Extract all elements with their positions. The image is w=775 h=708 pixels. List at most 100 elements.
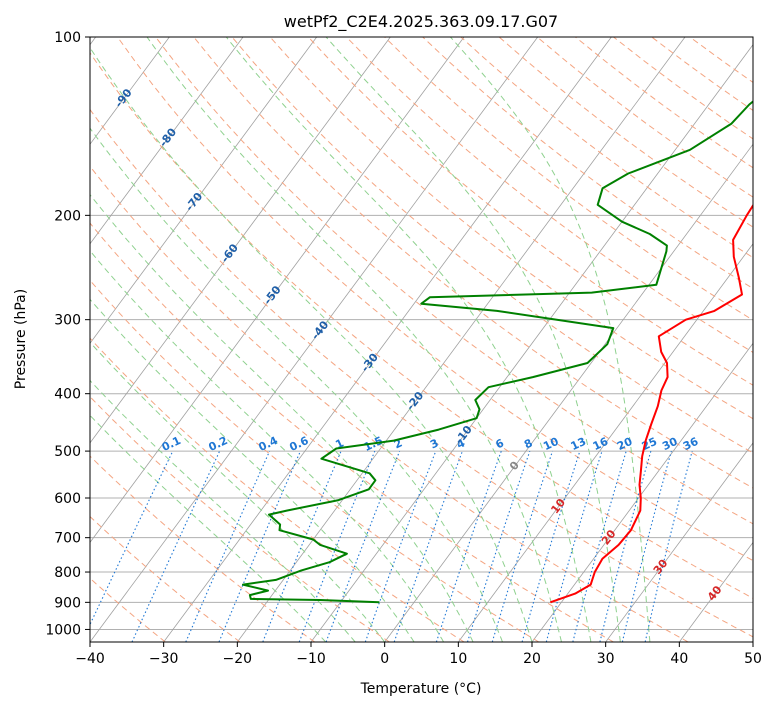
dry-adiabat-line bbox=[90, 515, 241, 642]
isotherm-line bbox=[458, 243, 753, 642]
x-tick-label: −40 bbox=[75, 651, 105, 667]
y-tick-label: 200 bbox=[54, 208, 81, 224]
y-axis-label: Pressure (hPa) bbox=[13, 289, 29, 389]
dry-adiabat-line bbox=[384, 37, 753, 321]
isotherm-label: -20 bbox=[404, 389, 427, 413]
isotherm-label: -60 bbox=[218, 241, 241, 265]
moist-adiabat-line bbox=[90, 414, 327, 642]
dry-adiabat-line bbox=[651, 37, 753, 112]
isotherm-line bbox=[310, 44, 753, 642]
chart-title: wetPf2_C2E4.2025.363.09.17.G07 bbox=[284, 12, 558, 32]
mixing-ratio-line bbox=[218, 450, 302, 642]
y-tick-label: 500 bbox=[54, 444, 81, 460]
mixing-ratio-line bbox=[185, 450, 271, 642]
isotherm-line bbox=[90, 37, 391, 444]
moist-adiabat-line bbox=[146, 37, 562, 642]
dry-adiabat-line bbox=[90, 222, 614, 642]
x-tick-label: −30 bbox=[149, 651, 179, 667]
dry-adiabat-line bbox=[90, 279, 540, 642]
isotherm-label: 20 bbox=[599, 527, 619, 547]
x-tick-label: 40 bbox=[670, 651, 688, 667]
plot-area: 0.1 0.2 0.4 0.6 1 1.5 2 3 4 6 8 10 13 16 20 25 30 36-100-… bbox=[90, 37, 753, 642]
isotherm-label: -30 bbox=[359, 351, 382, 375]
isotherm-line bbox=[90, 37, 465, 544]
dry-adiabat-line bbox=[536, 37, 753, 198]
isotherm-label: 0 bbox=[507, 458, 522, 472]
mixing-ratio-line bbox=[644, 450, 693, 642]
mixing-ratio-line bbox=[521, 450, 581, 642]
y-tick-label: 700 bbox=[54, 531, 81, 547]
mixing-ratio-line bbox=[131, 450, 221, 642]
isotherm-label: 30 bbox=[651, 557, 671, 577]
background-lines bbox=[90, 37, 753, 642]
x-tick-label: 0 bbox=[380, 651, 389, 667]
moist-adiabat-line bbox=[90, 250, 445, 642]
isotherm-label: 40 bbox=[705, 583, 725, 603]
y-axis-ticks: 100 200 300 400 500 600 700 800 900 1000 bbox=[45, 30, 90, 638]
x-tick-label: 30 bbox=[597, 651, 615, 667]
y-tick-label: 600 bbox=[54, 491, 81, 507]
dry-adiabat-line bbox=[117, 37, 753, 562]
mixing-ratio-line bbox=[466, 450, 531, 642]
mixing-ratio-line bbox=[298, 450, 376, 642]
x-tick-label: −10 bbox=[296, 651, 326, 667]
isotherm-line bbox=[163, 37, 612, 642]
dry-adiabat-line bbox=[90, 51, 753, 599]
mixing-ratio-line bbox=[435, 450, 502, 642]
x-tick-label: 50 bbox=[744, 651, 762, 667]
dry-adiabat-line bbox=[90, 165, 689, 642]
mixing-ratio-line bbox=[621, 450, 672, 642]
mixing-ratio-label: 36 bbox=[681, 435, 701, 453]
mixing-ratio-line bbox=[491, 450, 554, 642]
dewpoint-profile-line bbox=[242, 100, 753, 604]
x-axis-label: Temperature (°C) bbox=[360, 681, 482, 697]
moist-adiabat-line bbox=[90, 193, 474, 642]
plot-frame bbox=[89, 36, 754, 643]
y-tick-label: 800 bbox=[54, 565, 81, 581]
dry-adiabat-line bbox=[193, 37, 753, 489]
mixing-ratio-label: 3 bbox=[428, 436, 440, 451]
isotherm-line bbox=[237, 37, 686, 642]
isotherm-line bbox=[752, 641, 753, 642]
y-tick-label: 900 bbox=[54, 595, 81, 611]
dry-adiabat-line bbox=[231, 37, 753, 454]
x-axis-ticks: −40 −30 −20 −10 0 10 20 30 40 50 bbox=[75, 642, 762, 667]
dry-adiabat-line bbox=[90, 108, 753, 638]
mixing-ratio-line bbox=[262, 450, 342, 642]
mixing-ratio-label: 13 bbox=[569, 435, 588, 453]
dry-adiabat-line bbox=[346, 37, 753, 353]
isotherm-line bbox=[384, 143, 753, 642]
isotherm-line bbox=[605, 442, 753, 642]
mixing-ratio-line bbox=[545, 450, 603, 642]
mixing-ratio-label: 16 bbox=[591, 435, 611, 453]
mixing-ratio-label: 10 bbox=[541, 435, 561, 453]
dry-adiabat-line bbox=[498, 37, 753, 228]
y-tick-label: 300 bbox=[54, 313, 81, 329]
isotherm-line bbox=[90, 37, 318, 345]
moist-adiabat-line bbox=[90, 46, 533, 642]
dry-adiabat-line bbox=[575, 37, 753, 169]
x-tick-label: 20 bbox=[523, 651, 541, 667]
moist-adiabat-line bbox=[225, 37, 592, 642]
isotherm-line bbox=[90, 37, 244, 245]
isotherm-line bbox=[90, 37, 170, 145]
mixing-ratio-line bbox=[90, 450, 174, 626]
moist-adiabat-line bbox=[90, 379, 356, 642]
isotherm-label: -90 bbox=[112, 86, 135, 110]
mixing-ratio-label: 30 bbox=[660, 435, 680, 453]
mixing-ratio-line bbox=[572, 450, 627, 642]
mixing-ratio-line bbox=[325, 450, 401, 642]
dry-adiabat-line bbox=[90, 577, 166, 642]
mixing-ratio-line bbox=[599, 450, 652, 642]
moist-adiabat-line bbox=[450, 37, 651, 642]
x-tick-label: −20 bbox=[223, 651, 253, 667]
y-tick-label: 1000 bbox=[45, 622, 81, 638]
isotherm-label: 10 bbox=[548, 496, 568, 516]
y-tick-label: 400 bbox=[54, 387, 81, 403]
moist-adiabat-line bbox=[90, 298, 415, 642]
dry-adiabat-line bbox=[269, 37, 753, 420]
dry-adiabat-line bbox=[422, 37, 753, 290]
moist-adiabat-line bbox=[325, 37, 621, 642]
dry-adiabat-line bbox=[689, 37, 753, 84]
